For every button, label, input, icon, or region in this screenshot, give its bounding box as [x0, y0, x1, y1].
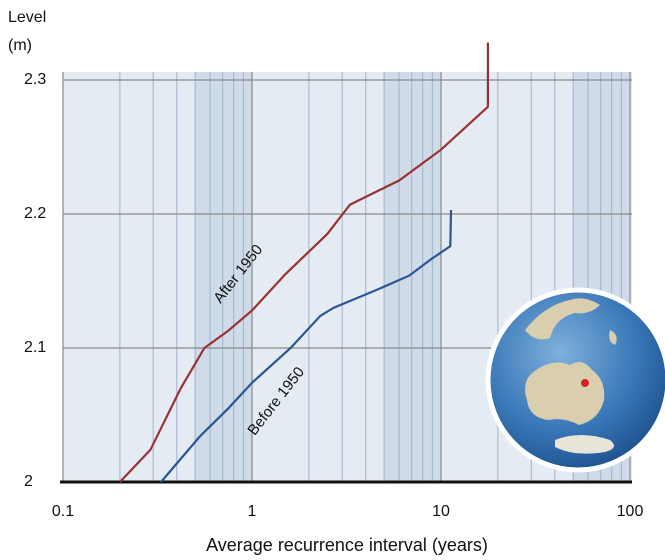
x-tick-label: 10 [432, 503, 450, 520]
globe [485, 287, 665, 473]
y-tick-label: 2.3 [24, 71, 46, 88]
y-tick-label: 2 [24, 473, 33, 490]
x-tick-label: 0.1 [52, 503, 74, 520]
band [384, 72, 441, 482]
x-tick-label: 1 [248, 503, 257, 520]
x-axis-label: Average recurrence interval (years) [206, 535, 488, 555]
y-axis-label: Level [8, 9, 46, 26]
data-line [119, 42, 489, 483]
y-tick-label: 2.1 [24, 339, 46, 356]
data-line [160, 209, 453, 483]
y-tick-label: 2.2 [24, 205, 46, 222]
x-tick-label: 100 [617, 503, 644, 520]
y-axis-label: (m) [8, 37, 32, 54]
